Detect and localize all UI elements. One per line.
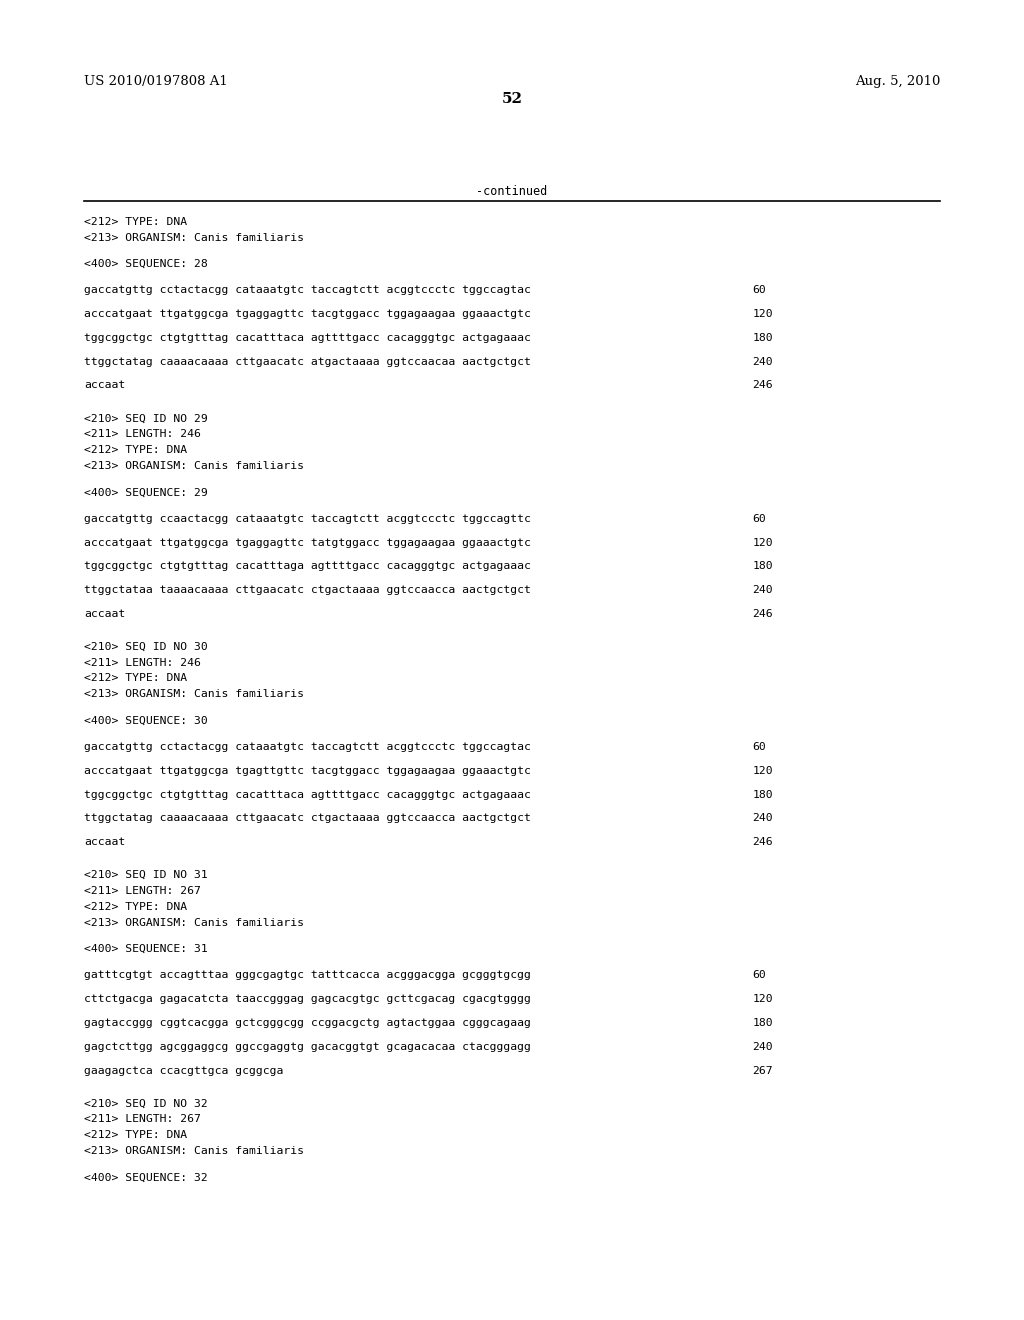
Text: 180: 180 [753,789,773,800]
Text: tggcggctgc ctgtgtttag cacatttaca agttttgacc cacagggtgc actgagaaac: tggcggctgc ctgtgtttag cacatttaca agttttg… [84,789,530,800]
Text: <212> TYPE: DNA: <212> TYPE: DNA [84,902,187,912]
Text: <211> LENGTH: 246: <211> LENGTH: 246 [84,429,201,440]
Text: 52: 52 [502,92,522,106]
Text: 267: 267 [753,1065,773,1076]
Text: 180: 180 [753,561,773,572]
Text: 246: 246 [753,609,773,619]
Text: <210> SEQ ID NO 32: <210> SEQ ID NO 32 [84,1098,208,1109]
Text: 120: 120 [753,994,773,1005]
Text: acccatgaat ttgatggcga tgagttgttc tacgtggacc tggagaagaa ggaaactgtc: acccatgaat ttgatggcga tgagttgttc tacgtgg… [84,766,530,776]
Text: <212> TYPE: DNA: <212> TYPE: DNA [84,445,187,455]
Text: 180: 180 [753,333,773,343]
Text: 240: 240 [753,813,773,824]
Text: <210> SEQ ID NO 31: <210> SEQ ID NO 31 [84,870,208,880]
Text: gaccatgttg cctactacgg cataaatgtc taccagtctt acggtccctc tggccagtac: gaccatgttg cctactacgg cataaatgtc taccagt… [84,285,530,296]
Text: gaccatgttg cctactacgg cataaatgtc taccagtctt acggtccctc tggccagtac: gaccatgttg cctactacgg cataaatgtc taccagt… [84,742,530,752]
Text: ttggctataa taaaacaaaa cttgaacatc ctgactaaaa ggtccaacca aactgctgct: ttggctataa taaaacaaaa cttgaacatc ctgacta… [84,585,530,595]
Text: <210> SEQ ID NO 29: <210> SEQ ID NO 29 [84,413,208,424]
Text: <213> ORGANISM: Canis familiaris: <213> ORGANISM: Canis familiaris [84,461,304,471]
Text: tggcggctgc ctgtgtttag cacatttaca agttttgacc cacagggtgc actgagaaac: tggcggctgc ctgtgtttag cacatttaca agttttg… [84,333,530,343]
Text: 240: 240 [753,356,773,367]
Text: ttggctatag caaaacaaaa cttgaacatc atgactaaaa ggtccaacaa aactgctgct: ttggctatag caaaacaaaa cttgaacatc atgacta… [84,356,530,367]
Text: accaat: accaat [84,837,125,847]
Text: <210> SEQ ID NO 30: <210> SEQ ID NO 30 [84,642,208,652]
Text: <400> SEQUENCE: 32: <400> SEQUENCE: 32 [84,1172,208,1183]
Text: 246: 246 [753,837,773,847]
Text: gagctcttgg agcggaggcg ggccgaggtg gacacggtgt gcagacacaa ctacgggagg: gagctcttgg agcggaggcg ggccgaggtg gacacgg… [84,1041,530,1052]
Text: <212> TYPE: DNA: <212> TYPE: DNA [84,673,187,684]
Text: 60: 60 [753,742,766,752]
Text: <213> ORGANISM: Canis familiaris: <213> ORGANISM: Canis familiaris [84,689,304,700]
Text: <400> SEQUENCE: 29: <400> SEQUENCE: 29 [84,487,208,498]
Text: <400> SEQUENCE: 30: <400> SEQUENCE: 30 [84,715,208,726]
Text: gagtaccggg cggtcacgga gctcgggcgg ccggacgctg agtactggaa cgggcagaag: gagtaccggg cggtcacgga gctcgggcgg ccggacg… [84,1018,530,1028]
Text: 60: 60 [753,970,766,981]
Text: gatttcgtgt accagtttaa gggcgagtgc tatttcacca acgggacgga gcgggtgcgg: gatttcgtgt accagtttaa gggcgagtgc tatttca… [84,970,530,981]
Text: <213> ORGANISM: Canis familiaris: <213> ORGANISM: Canis familiaris [84,1146,304,1156]
Text: -continued: -continued [476,185,548,198]
Text: <400> SEQUENCE: 31: <400> SEQUENCE: 31 [84,944,208,954]
Text: <211> LENGTH: 267: <211> LENGTH: 267 [84,886,201,896]
Text: 240: 240 [753,1041,773,1052]
Text: <213> ORGANISM: Canis familiaris: <213> ORGANISM: Canis familiaris [84,917,304,928]
Text: 180: 180 [753,1018,773,1028]
Text: <212> TYPE: DNA: <212> TYPE: DNA [84,216,187,227]
Text: accaat: accaat [84,380,125,391]
Text: 120: 120 [753,766,773,776]
Text: tggcggctgc ctgtgtttag cacatttaga agttttgacc cacagggtgc actgagaaac: tggcggctgc ctgtgtttag cacatttaga agttttg… [84,561,530,572]
Text: <212> TYPE: DNA: <212> TYPE: DNA [84,1130,187,1140]
Text: cttctgacga gagacatcta taaccgggag gagcacgtgc gcttcgacag cgacgtgggg: cttctgacga gagacatcta taaccgggag gagcacg… [84,994,530,1005]
Text: ttggctatag caaaacaaaa cttgaacatc ctgactaaaa ggtccaacca aactgctgct: ttggctatag caaaacaaaa cttgaacatc ctgacta… [84,813,530,824]
Text: accaat: accaat [84,609,125,619]
Text: <400> SEQUENCE: 28: <400> SEQUENCE: 28 [84,259,208,269]
Text: 240: 240 [753,585,773,595]
Text: acccatgaat ttgatggcga tgaggagttc tacgtggacc tggagaagaa ggaaactgtc: acccatgaat ttgatggcga tgaggagttc tacgtgg… [84,309,530,319]
Text: 60: 60 [753,285,766,296]
Text: <211> LENGTH: 246: <211> LENGTH: 246 [84,657,201,668]
Text: 60: 60 [753,513,766,524]
Text: gaagagctca ccacgttgca gcggcga: gaagagctca ccacgttgca gcggcga [84,1065,284,1076]
Text: Aug. 5, 2010: Aug. 5, 2010 [855,75,940,88]
Text: acccatgaat ttgatggcga tgaggagttc tatgtggacc tggagaagaa ggaaactgtc: acccatgaat ttgatggcga tgaggagttc tatgtgg… [84,537,530,548]
Text: US 2010/0197808 A1: US 2010/0197808 A1 [84,75,227,88]
Text: 120: 120 [753,537,773,548]
Text: 120: 120 [753,309,773,319]
Text: gaccatgttg ccaactacgg cataaatgtc taccagtctt acggtccctc tggccagttc: gaccatgttg ccaactacgg cataaatgtc taccagt… [84,513,530,524]
Text: <211> LENGTH: 267: <211> LENGTH: 267 [84,1114,201,1125]
Text: 246: 246 [753,380,773,391]
Text: <213> ORGANISM: Canis familiaris: <213> ORGANISM: Canis familiaris [84,232,304,243]
